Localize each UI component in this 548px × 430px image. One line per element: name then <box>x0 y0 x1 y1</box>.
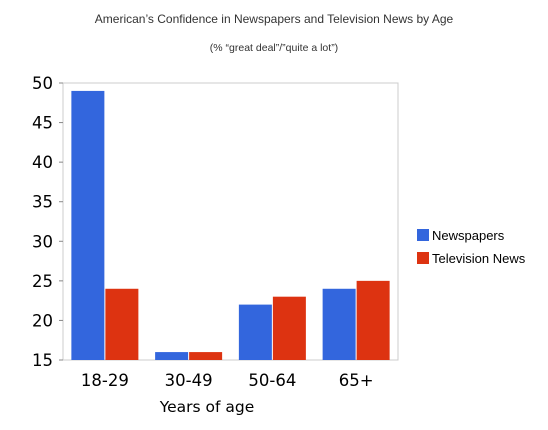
bar-television-news-50-64 <box>272 296 306 360</box>
y-tick-label: 20 <box>32 311 53 330</box>
y-tick-label: 30 <box>32 232 53 251</box>
bar-newspapers-18-29 <box>71 90 105 361</box>
bar-television-news-18-29 <box>105 288 139 360</box>
x-tick-label: 65+ <box>339 371 374 390</box>
bar-television-news-65 <box>356 280 390 360</box>
chart-subtitle: (% “great deal”/”quite a lot”) <box>209 42 339 54</box>
y-tick-label: 25 <box>32 272 53 291</box>
y-tick-label: 50 <box>32 74 53 93</box>
legend-label-television-news: Television News <box>432 251 526 266</box>
bar-newspapers-65 <box>322 288 356 360</box>
y-tick-label: 45 <box>32 114 53 133</box>
legend-swatch-television-news <box>417 252 429 264</box>
legend-swatch-newspapers <box>417 229 429 241</box>
bar-television-news-30-49 <box>189 352 223 360</box>
y-tick-label: 15 <box>32 351 53 370</box>
bar-newspapers-50-64 <box>238 304 272 360</box>
bar-newspapers-30-49 <box>155 352 189 360</box>
y-tick-label: 40 <box>32 153 53 172</box>
x-tick-label: 50-64 <box>248 371 296 390</box>
x-axis-label: Years of age <box>159 398 255 416</box>
x-tick-label: 18-29 <box>81 371 129 390</box>
legend-label-newspapers: Newspapers <box>432 228 505 243</box>
chart-title: American’s Confidence in Newspapers and … <box>94 12 454 26</box>
x-tick-label: 30-49 <box>165 371 213 390</box>
y-tick-label: 35 <box>32 193 53 212</box>
